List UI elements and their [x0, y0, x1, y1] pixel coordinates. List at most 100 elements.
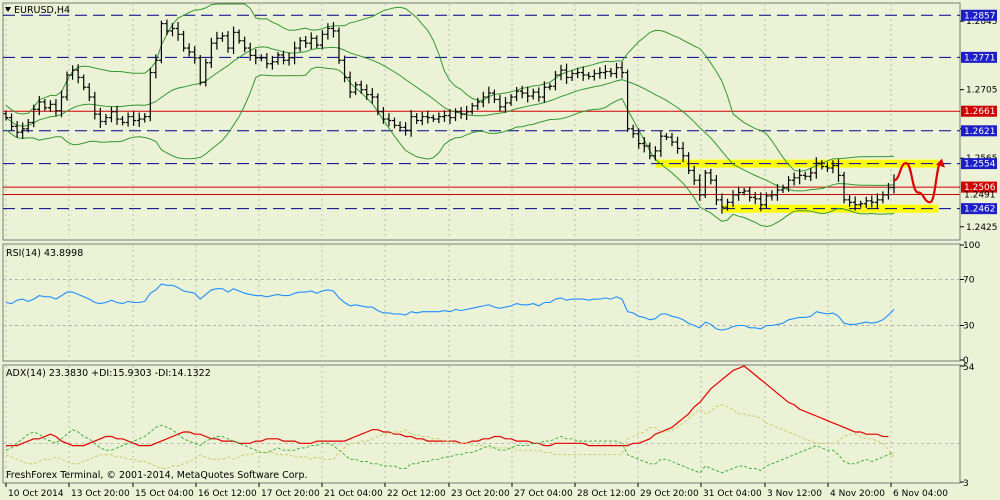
ohlc-bar	[170, 23, 175, 37]
time-label: 10 Oct 2014	[8, 489, 64, 499]
ohlc-bar	[492, 89, 497, 103]
ohlc-bar	[197, 54, 203, 86]
ohlc-bar	[392, 117, 397, 129]
ohlc-bar	[81, 74, 87, 91]
time-label: 22 Oct 12:00	[387, 489, 446, 499]
ohlc-bar	[86, 83, 92, 102]
adx-grid	[5, 366, 892, 482]
ohlc-bar	[9, 113, 14, 131]
ohlc-bar	[275, 51, 281, 65]
ohlc-bar	[480, 91, 486, 108]
ohlc-bar	[3, 110, 9, 121]
ohlc-bar	[819, 160, 825, 170]
ohlc-bar	[59, 90, 64, 118]
forecast-arrowhead	[936, 158, 945, 168]
ohlc-bar	[386, 113, 392, 127]
ohlc-bar	[425, 110, 431, 124]
price-label-box: 1.2771	[961, 51, 997, 63]
ohlc-bar	[669, 133, 675, 147]
ohlc-bar	[270, 55, 275, 70]
ohlc-bar	[447, 109, 453, 125]
ohlc-bar	[547, 83, 553, 91]
ohlc-bar	[186, 43, 192, 57]
ohlc-bar	[430, 114, 436, 122]
ohlc-bar	[220, 32, 225, 42]
ohlc-bar	[714, 174, 719, 206]
bollinger-lower	[5, 66, 895, 228]
ohlc-bar	[658, 130, 664, 157]
ohlc-bar	[874, 193, 880, 209]
ohlc-bar	[236, 29, 242, 44]
ohlc-bar	[530, 88, 536, 100]
ohlc-bar	[741, 188, 747, 196]
ohlc-bar	[603, 65, 608, 80]
ohlc-bar	[231, 26, 236, 54]
ohlc-bar	[192, 46, 198, 64]
ohlc-bar	[375, 93, 381, 116]
ohlc-bar	[381, 107, 386, 124]
ohlc-bar	[153, 54, 159, 79]
ohlc-bar	[569, 69, 575, 81]
rsi-panel: 100 70 30 0 RSI(14) 43.8998	[2, 241, 980, 366]
ohlc-bar	[586, 72, 592, 80]
ohlc-bar	[708, 168, 714, 185]
ohlc-bar	[353, 81, 359, 96]
ohlc-bar	[514, 87, 519, 102]
price-tick-label: 1.2425	[966, 223, 998, 233]
ohlc-bar	[497, 94, 503, 112]
ohlc-bar	[325, 23, 331, 40]
price-label-box: 1.2506	[961, 181, 997, 193]
ohlc-bar	[775, 184, 780, 201]
ohlc-bar	[75, 64, 81, 84]
ohlc-bar	[147, 67, 153, 122]
ohlc-bar	[347, 71, 353, 98]
ohlc-bar	[630, 124, 636, 138]
ohlc-bar	[70, 65, 75, 80]
ohlc-bar	[553, 70, 558, 91]
ohlc-bar	[336, 27, 342, 64]
yellow-zone	[721, 204, 939, 213]
rsi-title: RSI(14) 43.8998	[6, 248, 83, 259]
ohlc-bar	[109, 107, 114, 123]
symbol-menu-arrow-icon[interactable]	[5, 7, 11, 12]
ohlc-bar	[680, 141, 686, 163]
ohlc-bar	[475, 97, 481, 110]
price-levels	[3, 14, 960, 210]
ohlc-bar	[458, 107, 464, 119]
ohlc-bar	[525, 86, 531, 103]
price-label-box: 1.2554	[961, 158, 997, 170]
time-label: 4 Nov 20:00	[830, 489, 885, 499]
ohlc-bar	[125, 112, 131, 127]
ohlc-bar	[836, 159, 841, 182]
ohlc-bar	[858, 200, 864, 208]
ohlc-bar	[664, 133, 669, 141]
time-label: 15 Oct 04:00	[135, 489, 194, 499]
ohlc-bar	[575, 67, 581, 79]
time-label: 21 Oct 04:00	[324, 489, 383, 499]
ohlc-bar	[225, 31, 231, 53]
price-tick-label: 1.2845	[966, 17, 998, 27]
plus-di-line	[5, 424, 895, 474]
ohlc-bar	[292, 41, 297, 65]
time-label: 31 Oct 04:00	[703, 489, 762, 499]
ohlc-bar	[247, 42, 253, 61]
forecast-path	[893, 159, 944, 204]
ohlc-bar	[414, 113, 420, 125]
time-label: 13 Oct 20:00	[71, 489, 130, 499]
ohlc-bar	[636, 128, 642, 149]
price-label-box: 1.2857	[961, 9, 997, 21]
time-axis: 10 Oct 2014 13 Oct 20:00 15 Oct 04:00 16 Oc…	[5, 483, 948, 499]
ohlc-bar	[297, 37, 303, 52]
price-label-text: 1.2462	[964, 205, 996, 215]
ohlc-bar	[730, 190, 736, 207]
adx-title: ADX(14) 23.3830 +DI:15.9303 -DI:14.1322	[6, 368, 211, 379]
ohlc-bar	[203, 58, 209, 87]
price-level-labels: 1.28571.27711.26611.26211.25541.25061.24…	[961, 9, 997, 215]
ohlc-bar	[264, 53, 270, 69]
time-label: 6 Nov 04:00	[893, 489, 948, 499]
ohlc-bar	[791, 172, 797, 186]
ohlc-bar	[691, 165, 697, 185]
rsi-tick-label: 30	[963, 322, 975, 332]
ohlc-bar	[808, 168, 814, 182]
